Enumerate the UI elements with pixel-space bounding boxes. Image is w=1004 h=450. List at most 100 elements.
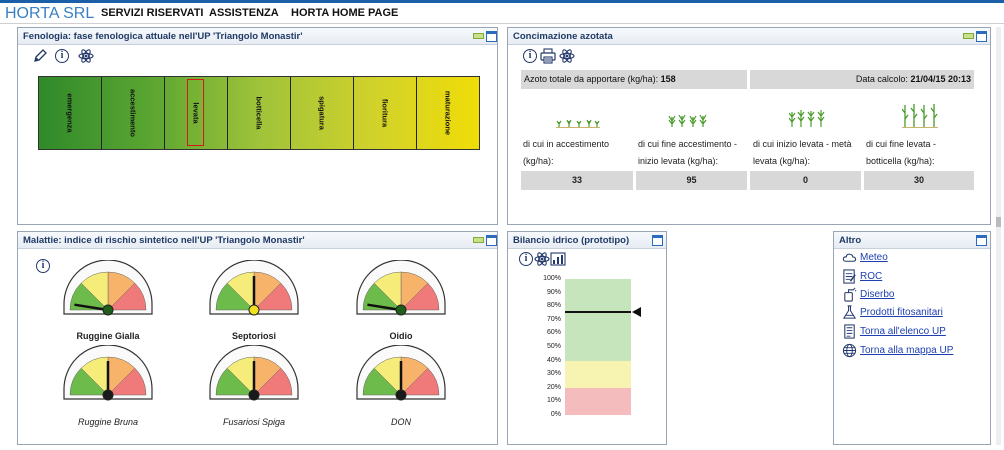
phase-maturazione[interactable]: maturazione — [417, 77, 479, 149]
y-tick-label: 80% — [546, 302, 561, 310]
phase-label: botticella — [254, 96, 264, 130]
atom-icon[interactable] — [534, 251, 550, 267]
y-tick-label: 60% — [546, 329, 561, 337]
panel-title: Concimazione azotata — [513, 31, 613, 42]
y-tick-label: 100% — [543, 275, 561, 282]
gauge-hub — [395, 389, 407, 401]
current-phase-marker — [187, 79, 204, 146]
phase-emergenza[interactable]: emergenza — [39, 77, 102, 149]
gauge-dial — [209, 344, 299, 401]
info-icon[interactable]: i — [523, 49, 537, 63]
link-label: Diserbo — [860, 288, 895, 300]
phase-botticella[interactable]: botticella — [228, 77, 291, 149]
phase-levata[interactable]: levata — [165, 77, 228, 149]
gauge-green-zone — [362, 282, 402, 311]
stage-1-label: di cui in accestimento (kg/ha): — [523, 139, 610, 166]
link-diserbo[interactable]: Diserbo — [842, 286, 894, 302]
water-zone — [565, 279, 631, 361]
stage-2-label: di cui fine accestimento - inizio levata… — [638, 139, 738, 166]
link-roc[interactable]: ROC — [842, 268, 882, 284]
y-tick-label: 50% — [546, 343, 561, 350]
gauge-hub — [102, 304, 114, 316]
risk-gauge[interactable] — [351, 259, 451, 319]
risk-gauge[interactable] — [58, 259, 158, 319]
plant-stage-4-icon — [902, 104, 938, 128]
phase-accestimento[interactable]: accestimento — [102, 77, 165, 149]
phase-label: spigatura — [317, 96, 327, 130]
cloud-icon — [842, 253, 857, 262]
risk-gauge[interactable] — [58, 344, 158, 404]
y-tick-label: 40% — [546, 356, 561, 364]
phase-label: fioritura — [380, 98, 390, 128]
gauge-label: Septoriosi — [231, 331, 276, 341]
y-tick-label: 90% — [546, 288, 561, 296]
plant-stage-2-icon — [668, 114, 707, 127]
gauge-hub — [248, 304, 260, 316]
nav-horta-home-page[interactable]: HORTA HOME PAGE — [291, 7, 399, 19]
phase-fioritura[interactable]: fioritura — [354, 77, 417, 149]
phase-label: emergenza — [65, 93, 75, 133]
minimize-button[interactable] — [963, 33, 974, 39]
altro-panel: Altro Meteo ROC Diserbo Prodotti fitosan… — [833, 231, 991, 445]
page-scrollbar[interactable] — [996, 27, 1001, 445]
link-label: Torna all'elenco UP — [860, 325, 946, 337]
y-tick-label: 0% — [550, 411, 561, 418]
info-icon[interactable]: i — [55, 49, 69, 63]
flask-icon — [842, 304, 857, 319]
minimize-button[interactable] — [473, 237, 484, 243]
azoto-totale-box: Azoto totale da apportare (kg/ha): 158 — [521, 70, 747, 89]
info-icon[interactable]: i — [519, 252, 533, 266]
fenologia-panel: Fenologia: fase fenologica attuale nell'… — [17, 27, 498, 225]
risk-gauge[interactable] — [204, 259, 304, 319]
stage-2-value: 95 — [636, 171, 747, 190]
water-zone — [565, 387, 631, 415]
gauge-dial — [209, 259, 299, 316]
gauge-green-zone — [69, 367, 109, 396]
maximize-button[interactable] — [486, 235, 497, 246]
link-meteo[interactable]: Meteo — [842, 249, 888, 265]
gauge-green-zone — [215, 367, 255, 396]
minimize-button[interactable] — [473, 33, 484, 39]
gauge-label: Ruggine Gialla — [76, 331, 140, 341]
link-prodotti-fitosanitari[interactable]: Prodotti fitosanitari — [842, 304, 943, 320]
scrollbar-thumb[interactable] — [996, 217, 1001, 227]
document-icon — [843, 268, 856, 284]
phase-spigatura[interactable]: spigatura — [291, 77, 354, 149]
stage-3-label: di cui inizio levata - metà levata (kg/h… — [753, 139, 852, 166]
water-balance-chart: 100% 90% 80% 70% 60% 50% 40% 30% 20% 10% 0% — [508, 272, 668, 442]
link-torna-mappa-up[interactable]: Torna alla mappa UP — [842, 342, 953, 358]
gauge-needle — [367, 303, 402, 312]
print-icon[interactable] — [540, 48, 556, 64]
list-icon — [844, 323, 855, 339]
pencil-icon[interactable] — [32, 48, 48, 64]
link-torna-elenco-up[interactable]: Torna all'elenco UP — [842, 323, 946, 339]
panel-title: Fenologia: fase fenologica attuale nell'… — [23, 31, 303, 42]
maximize-button[interactable] — [976, 235, 987, 246]
fenologia-panel-header: Fenologia: fase fenologica attuale nell'… — [18, 28, 497, 45]
maximize-button[interactable] — [486, 31, 497, 42]
maximize-button[interactable] — [652, 235, 663, 246]
gauge-label: Oidio — [389, 331, 413, 341]
data-calcolo-label: Data calcolo: — [855, 74, 908, 84]
nav-assistenza[interactable]: ASSISTENZA — [209, 7, 279, 19]
data-calcolo-box: Data calcolo: 21/04/15 20:13 — [750, 70, 974, 89]
atom-icon[interactable] — [559, 48, 575, 64]
stage-4-label: di cui fine levata - botticella (kg/ha): — [866, 139, 937, 166]
risk-gauge[interactable] — [204, 344, 304, 404]
risk-gauge[interactable] — [351, 344, 451, 404]
gauge-label: DON — [391, 417, 411, 427]
chart-icon[interactable] — [550, 251, 566, 267]
nav-servizi-riservati[interactable]: SERVIZI RISERVATI — [101, 7, 204, 19]
info-icon[interactable]: i — [36, 259, 50, 273]
maximize-button[interactable] — [976, 31, 987, 42]
atom-icon[interactable] — [78, 48, 94, 64]
sprayer-icon — [844, 287, 857, 302]
stage-4-value: 30 — [864, 171, 974, 190]
gauge-dial — [63, 344, 153, 401]
azoto-totale-value: 158 — [660, 74, 676, 84]
brand-logo[interactable]: HORTA SRL — [5, 5, 95, 22]
gauge-dial — [63, 259, 153, 316]
current-level-arrow — [632, 306, 641, 317]
water-zone — [565, 360, 631, 388]
gauge-green-zone — [215, 282, 255, 311]
